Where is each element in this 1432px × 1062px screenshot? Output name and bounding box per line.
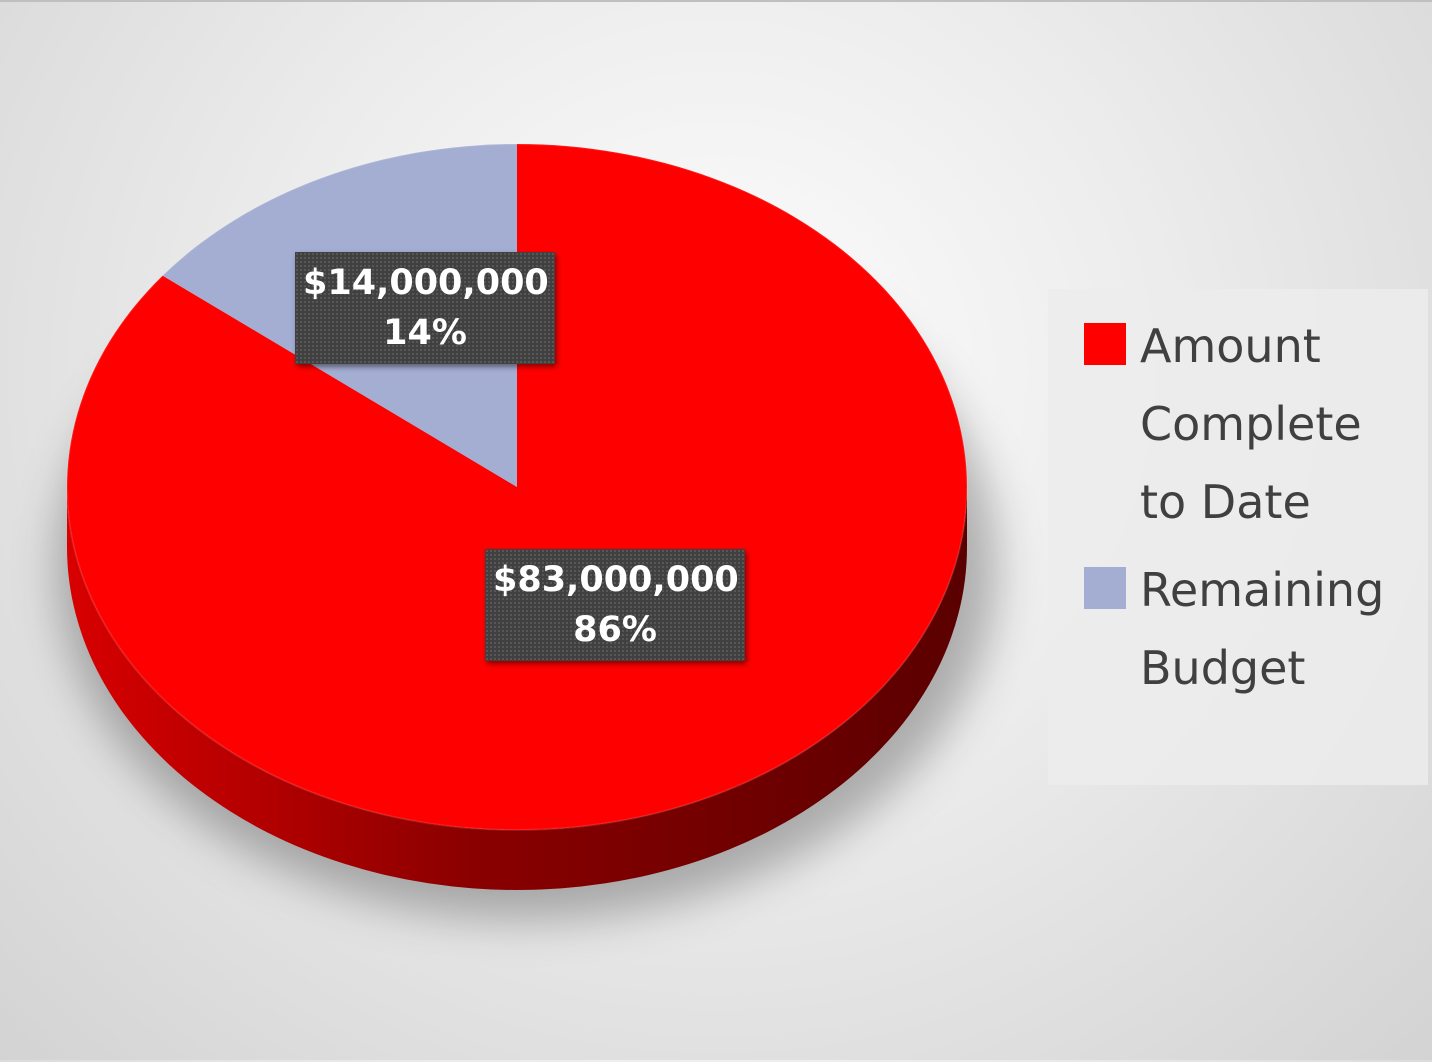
legend-item-amount-complete: Amount Complete to Date (1084, 307, 1428, 541)
data-label-amount-complete: $83,000,000 86% (485, 549, 745, 661)
legend-swatch (1084, 323, 1126, 365)
pie-side-amount-complete (67, 487, 967, 890)
legend-label: Amount Complete to Date (1140, 319, 1362, 529)
data-label-percent: 14% (383, 313, 467, 353)
legend-label: Remaining Budget (1140, 563, 1385, 695)
data-label-remaining-budget: $14,000,000 14% (295, 252, 555, 364)
data-label-value: $83,000,000 (493, 560, 739, 600)
legend-item-remaining-budget: Remaining Budget (1084, 551, 1428, 707)
legend: Amount Complete to Date Remaining Budget (1048, 289, 1428, 785)
data-label-value: $14,000,000 (303, 263, 549, 303)
pie-top-rim (66, 143, 968, 831)
data-label-percent: 86% (573, 610, 657, 650)
legend-swatch (1084, 567, 1126, 609)
